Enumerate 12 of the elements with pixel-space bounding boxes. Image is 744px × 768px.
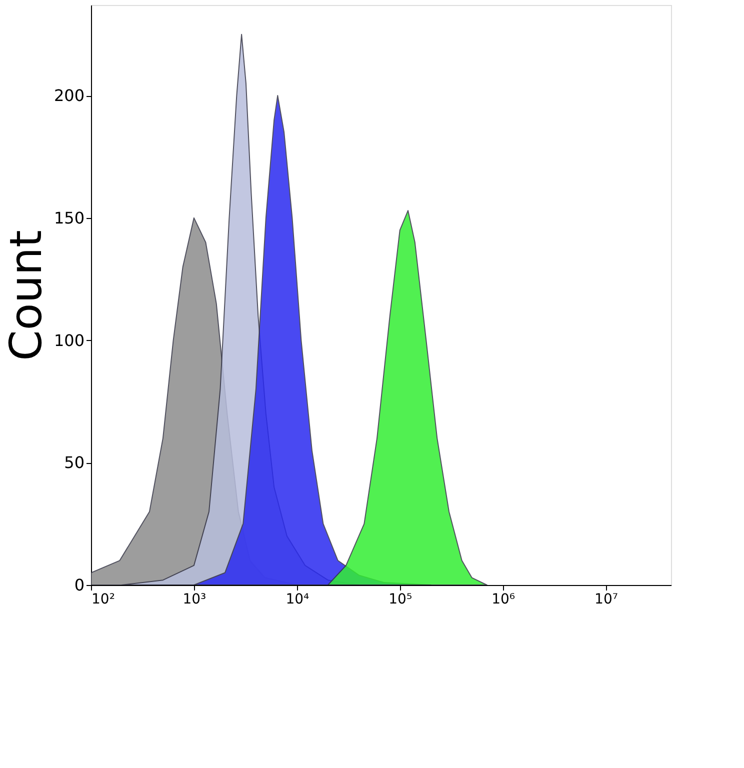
y-tick-label: 0 [74, 576, 84, 594]
x-tick-label: 10⁵ [388, 592, 412, 608]
x-tick-label: 10⁷ [594, 592, 618, 608]
x-tick-label: 10⁴ [286, 592, 310, 608]
y-tick-label: 50 [64, 453, 84, 472]
x-tick-label: 10⁶ [492, 592, 516, 608]
x-tick-label: 10³ [182, 592, 206, 608]
y-tick-label: 100 [54, 330, 84, 350]
x-tick-label: 10² [92, 592, 115, 608]
y-tick-label: 200 [54, 86, 84, 106]
y-axis-title: Count [0, 230, 52, 361]
y-tick-label: 150 [54, 208, 84, 228]
